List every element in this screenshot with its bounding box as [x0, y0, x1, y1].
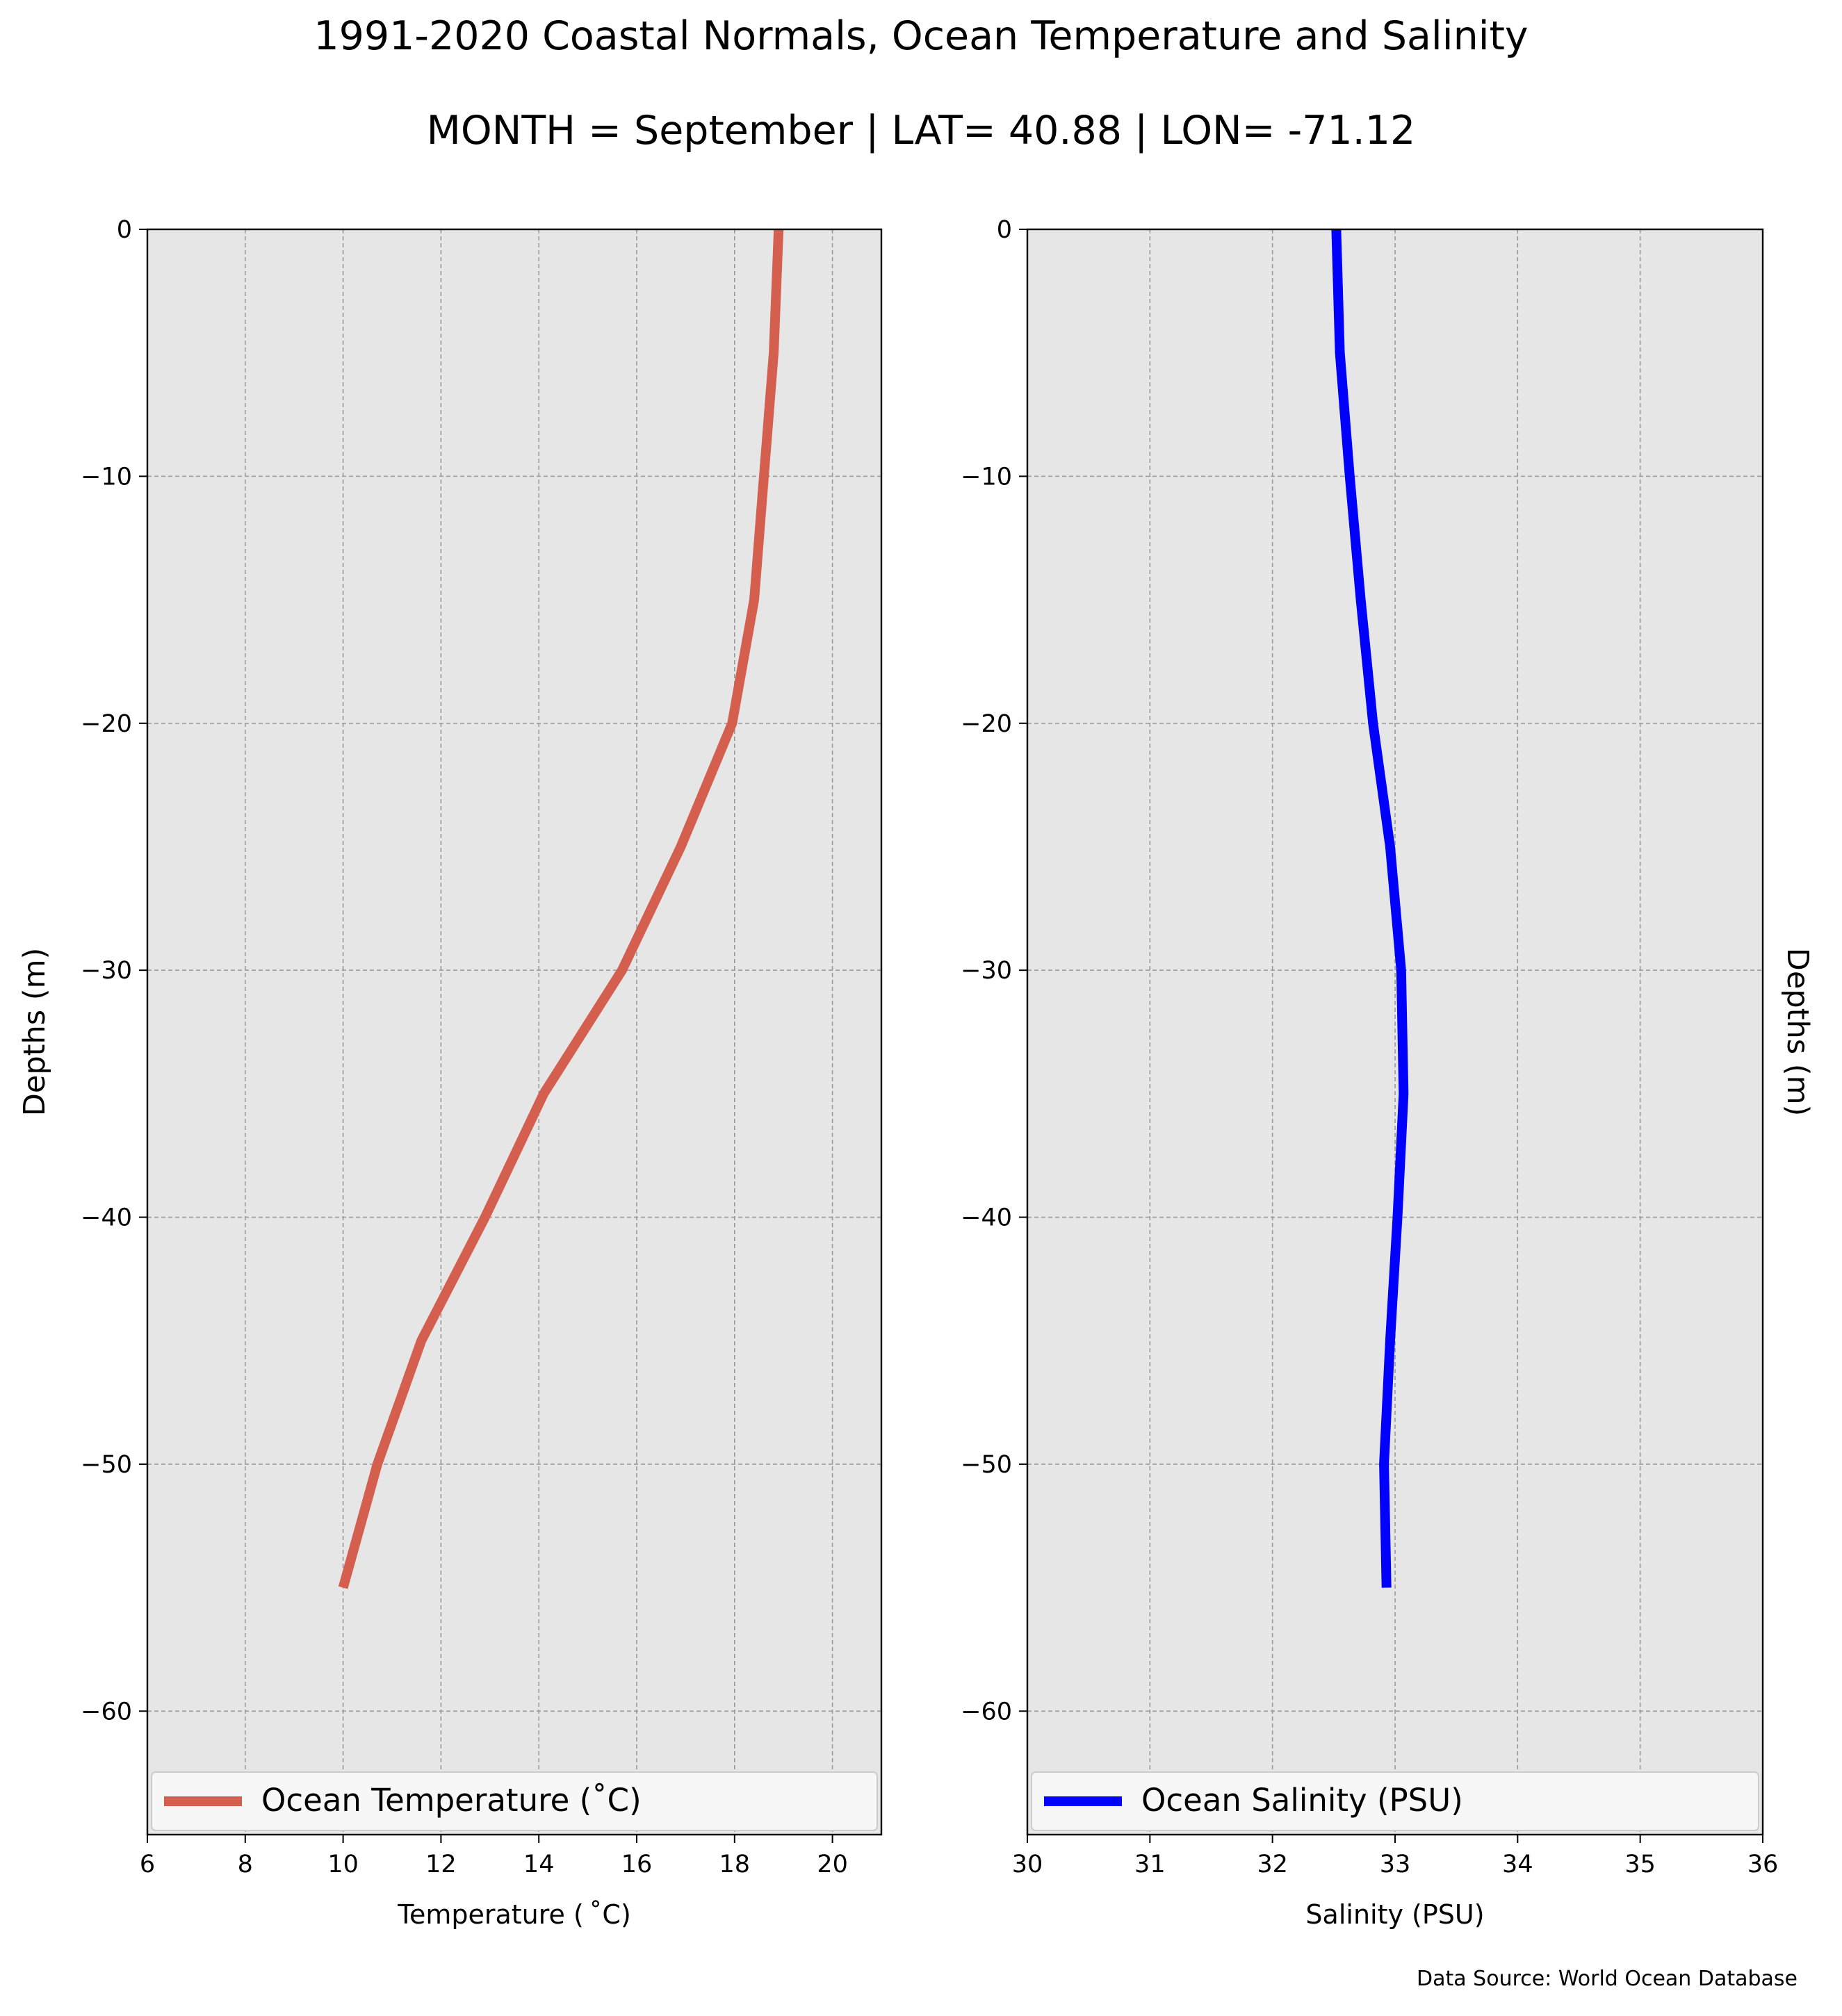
salinity-legend-label: Ocean Salinity (PSU)	[1141, 1782, 1463, 1819]
temperature-series-line	[338, 229, 784, 1589]
salinity-ytick-label: −10	[961, 463, 1012, 491]
temperature-xtick-label: 8	[238, 1851, 253, 1878]
salinity-xtick-label: 34	[1502, 1851, 1533, 1878]
temperature-legend-label: Ocean Temperature (˚C)	[261, 1782, 642, 1819]
temperature-ytick-label: 0	[117, 216, 132, 244]
temperature-xtick-label: 6	[140, 1851, 155, 1878]
salinity-x-axis-label: Salinity (PSU)	[1305, 1899, 1484, 1930]
chart-title: 1991-2020 Coastal Normals, Ocean Tempera…	[313, 13, 1529, 59]
temperature-xtick-label: 14	[523, 1851, 555, 1878]
data-source-note: Data Source: World Ocean Database	[1417, 1967, 1798, 1991]
salinity-ytick-label: −40	[961, 1204, 1012, 1232]
temperature-xtick-label: 18	[719, 1851, 751, 1878]
salinity-ytick-label: 0	[997, 216, 1012, 244]
temperature-plot-background	[147, 229, 881, 1835]
salinity-panel: 30 31 32 33 34 35 36 0 −10 −20 −30 −40 −50 −60 Salinit…	[961, 216, 1815, 1930]
temperature-ytick-label: −50	[81, 1451, 132, 1479]
salinity-xtick-label: 33	[1380, 1851, 1411, 1878]
temperature-y-axis-label: Depths (m)	[17, 948, 52, 1116]
temperature-legend-box	[151, 1771, 878, 1831]
salinity-xtick-label: 30	[1012, 1851, 1043, 1878]
salinity-ytick-label: −50	[961, 1451, 1012, 1479]
salinity-xtick-label: 31	[1134, 1851, 1166, 1878]
temperature-ytick-label: −40	[81, 1204, 132, 1232]
temperature-ytick-label: −30	[81, 957, 132, 985]
salinity-xtick-label: 32	[1257, 1851, 1288, 1878]
temperature-plot-frame	[146, 228, 883, 1836]
temperature-ytick-label: −60	[81, 1698, 132, 1726]
salinity-legend: Ocean Salinity (PSU)	[1031, 1771, 1759, 1831]
chart-subtitle: MONTH = September | LAT= 40.88 | LON= -7…	[426, 108, 1416, 154]
temperature-ytick-label: −20	[81, 710, 132, 738]
salinity-xtick-label: 35	[1624, 1851, 1656, 1878]
salinity-series-line	[1331, 229, 1409, 1588]
temperature-xtick-label: 20	[817, 1851, 848, 1878]
salinity-ytick-label: −20	[961, 710, 1012, 738]
temperature-xtick-label: 16	[621, 1851, 653, 1878]
salinity-ytick-label: −60	[961, 1698, 1012, 1726]
salinity-y-axis-label: Depths (m)	[1780, 948, 1815, 1116]
salinity-xtick-label: 36	[1747, 1851, 1779, 1878]
temperature-ytick-label: −10	[81, 463, 132, 491]
temperature-legend: Ocean Temperature (˚C)	[151, 1771, 878, 1831]
temperature-x-axis-label: Temperature ( ˚C)	[397, 1899, 631, 1930]
salinity-ytick-label: −30	[961, 957, 1012, 985]
temperature-panel: 6 8 10 12 14 16 18 20 0 −10 −20 −30 −40 −50 −60 Tempera…	[17, 216, 883, 1930]
salinity-legend-box	[1031, 1771, 1759, 1831]
temperature-xtick-label: 10	[327, 1851, 359, 1878]
temperature-xtick-label: 12	[425, 1851, 457, 1878]
